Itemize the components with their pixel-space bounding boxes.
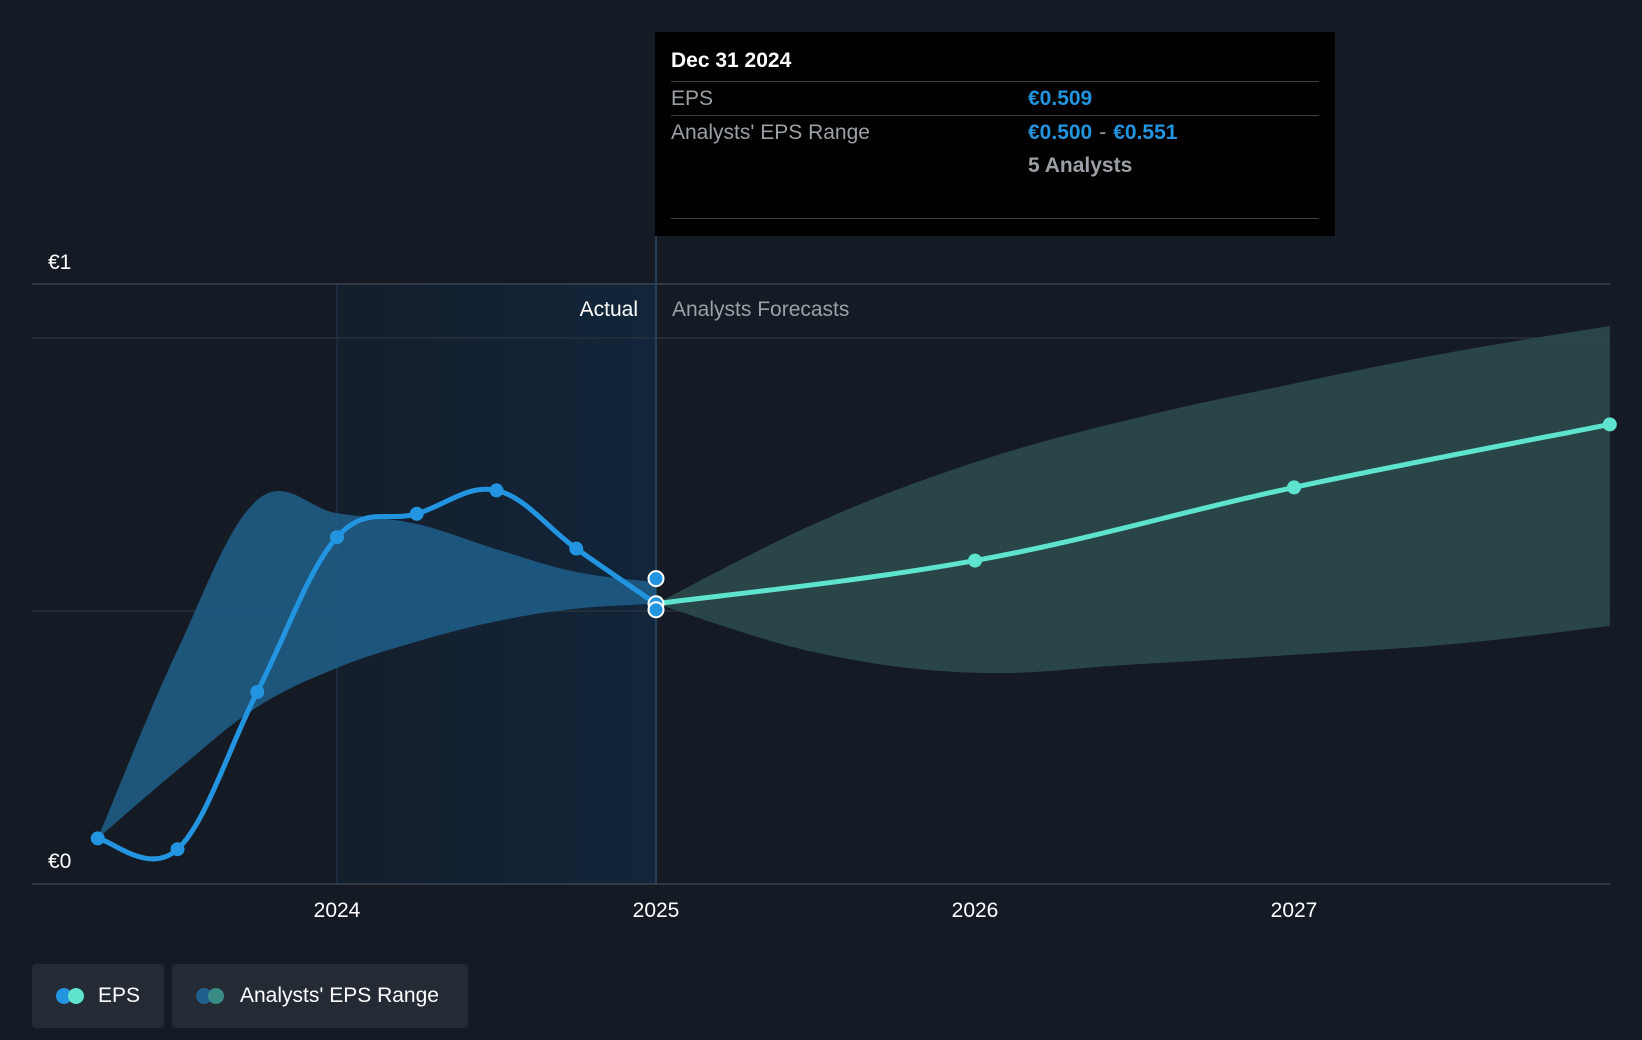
eps-line-actual xyxy=(95,486,659,862)
eps-lines xyxy=(95,421,1613,862)
eps-point-actual xyxy=(489,483,504,498)
eps-point-actual xyxy=(90,831,105,846)
actual-section-label: Actual xyxy=(580,298,638,321)
y-tick-label: €0 xyxy=(48,850,71,873)
tooltip-range-separator: - xyxy=(1099,120,1107,144)
tooltip-analysts: 5 Analysts xyxy=(1028,153,1133,177)
eps-point-forecast xyxy=(1602,417,1617,432)
actual-eps-range-band xyxy=(97,491,656,839)
tooltip-eps-label: EPS xyxy=(671,86,714,110)
tooltip-range-low: €0.500 xyxy=(1028,120,1093,144)
legend-range-button[interactable]: Analysts' EPS Range xyxy=(172,964,468,1028)
tooltip-divider xyxy=(671,218,1319,219)
eps-point-actual xyxy=(250,685,265,699)
tooltip-range-high: €0.551 xyxy=(1113,120,1178,144)
eps-point-actual xyxy=(409,506,424,521)
tooltip-analysts-row: 5 Analysts xyxy=(671,149,1319,182)
eps-points xyxy=(90,417,1617,857)
forecast-eps-range-band xyxy=(656,326,1610,674)
tooltip-marker xyxy=(647,570,665,588)
tooltip-range-label: Analysts' EPS Range xyxy=(671,120,870,144)
chart-text: €0 €1 2024 2025 2026 2027 Actual Analysts Forec… xyxy=(48,251,1317,922)
x-tick-label: 2025 xyxy=(633,899,680,922)
eps-point-actual xyxy=(170,842,185,857)
eps-point-forecast xyxy=(1287,480,1301,495)
range-bands xyxy=(97,326,1610,839)
hover-tooltip: Dec 31 2024 EPS €0.509 Analysts' EPS Ran… xyxy=(655,32,1335,236)
legend-range-label: Analysts' EPS Range xyxy=(240,984,439,1007)
tooltip-range-row: Analysts' EPS Range €0.500 - €0.551 xyxy=(671,116,1319,149)
range-legend-icon xyxy=(196,988,226,1004)
tooltip-eps-row: EPS €0.509 xyxy=(671,82,1319,116)
y-tick-label: €1 xyxy=(48,251,71,274)
eps-legend-icon xyxy=(56,988,84,1004)
tooltip-marker xyxy=(647,601,665,619)
legend-eps-label: EPS xyxy=(97,984,140,1007)
eps-point-actual xyxy=(569,541,584,556)
forecast-section-label: Analysts Forecasts xyxy=(672,298,849,321)
tooltip-eps-value: €0.509 xyxy=(1028,86,1093,110)
x-tick-label: 2027 xyxy=(1271,899,1318,922)
eps-point-actual xyxy=(330,530,344,545)
x-tick-label: 2026 xyxy=(952,899,999,922)
eps-point-forecast xyxy=(968,553,982,568)
x-tick-label: 2024 xyxy=(314,899,361,922)
legend-eps-button[interactable]: EPS xyxy=(32,964,164,1028)
tooltip-date: Dec 31 2024 xyxy=(671,32,1319,82)
eps-line-forecast xyxy=(653,421,1613,607)
